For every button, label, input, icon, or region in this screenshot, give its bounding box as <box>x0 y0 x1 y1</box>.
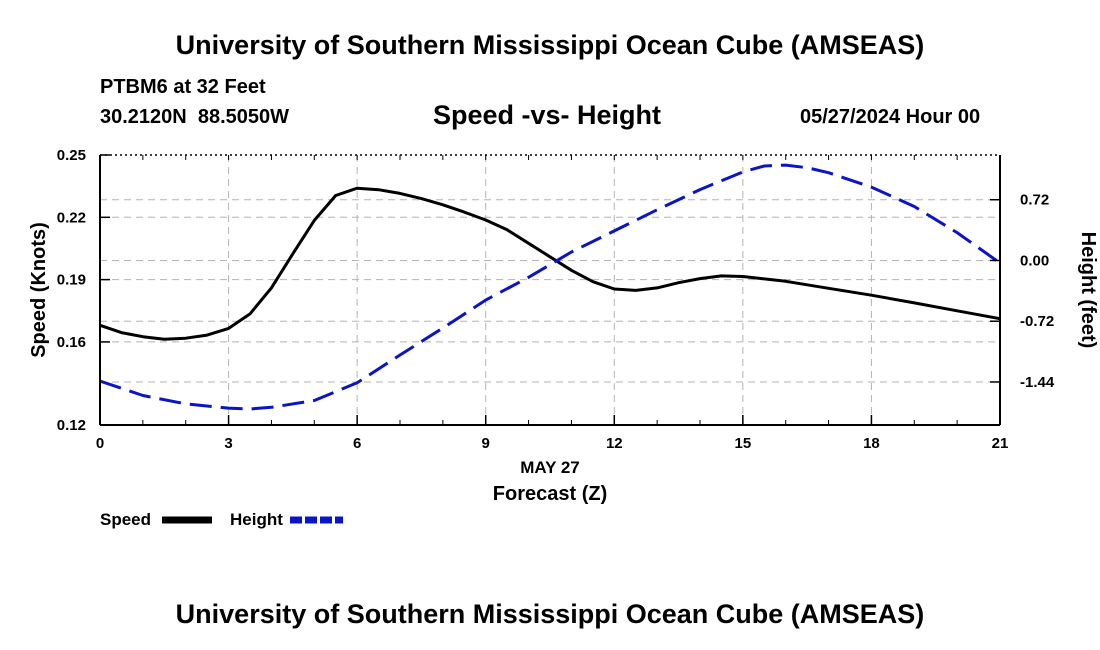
y2-tick-label: 0.00 <box>1020 252 1049 269</box>
y-tick-label: 0.16 <box>57 334 86 351</box>
legend-speed-label: Speed <box>100 510 151 529</box>
y2-axis-label: Height (feet) <box>1077 232 1099 349</box>
legend-height-label: Height <box>230 510 283 529</box>
station-label: PTBM6 at 32 Feet <box>100 76 266 98</box>
x-tick-label: 9 <box>482 435 490 452</box>
forecast-date-label: 05/27/2024 Hour 00 <box>800 106 981 128</box>
x-tick-label: 6 <box>353 435 361 452</box>
chart-title-top: University of Southern Mississippi Ocean… <box>175 30 925 60</box>
height-series-line <box>99 163 1001 411</box>
x-tick-label: 21 <box>992 435 1009 452</box>
y-tick-label: 0.12 <box>57 417 86 434</box>
y-axis-label: Speed (Knots) <box>28 222 50 358</box>
y-tick-label: 0.25 <box>57 147 86 164</box>
x-sublabel: MAY 27 <box>520 458 580 477</box>
y2-tick-label: 0.72 <box>1020 192 1049 209</box>
coordinates-label: 30.2120N 88.5050W <box>100 106 290 128</box>
x-tick-label: 12 <box>606 435 623 452</box>
chart-title-bottom: University of Southern Mississippi Ocean… <box>175 599 925 629</box>
y2-tick-label: -1.44 <box>1020 374 1055 391</box>
speed-series-line <box>99 186 1001 341</box>
y-tick-label: 0.19 <box>57 272 86 289</box>
y2-tick-label: -0.72 <box>1020 313 1054 330</box>
x-tick-label: 15 <box>735 435 752 452</box>
chart-subtitle: Speed -vs- Height <box>433 100 662 130</box>
y-tick-label: 0.22 <box>57 209 86 226</box>
x-tick-label: 3 <box>224 435 232 452</box>
x-tick-label: 18 <box>863 435 880 452</box>
x-axis-label: Forecast (Z) <box>493 483 607 505</box>
x-tick-label: 0 <box>96 435 104 452</box>
